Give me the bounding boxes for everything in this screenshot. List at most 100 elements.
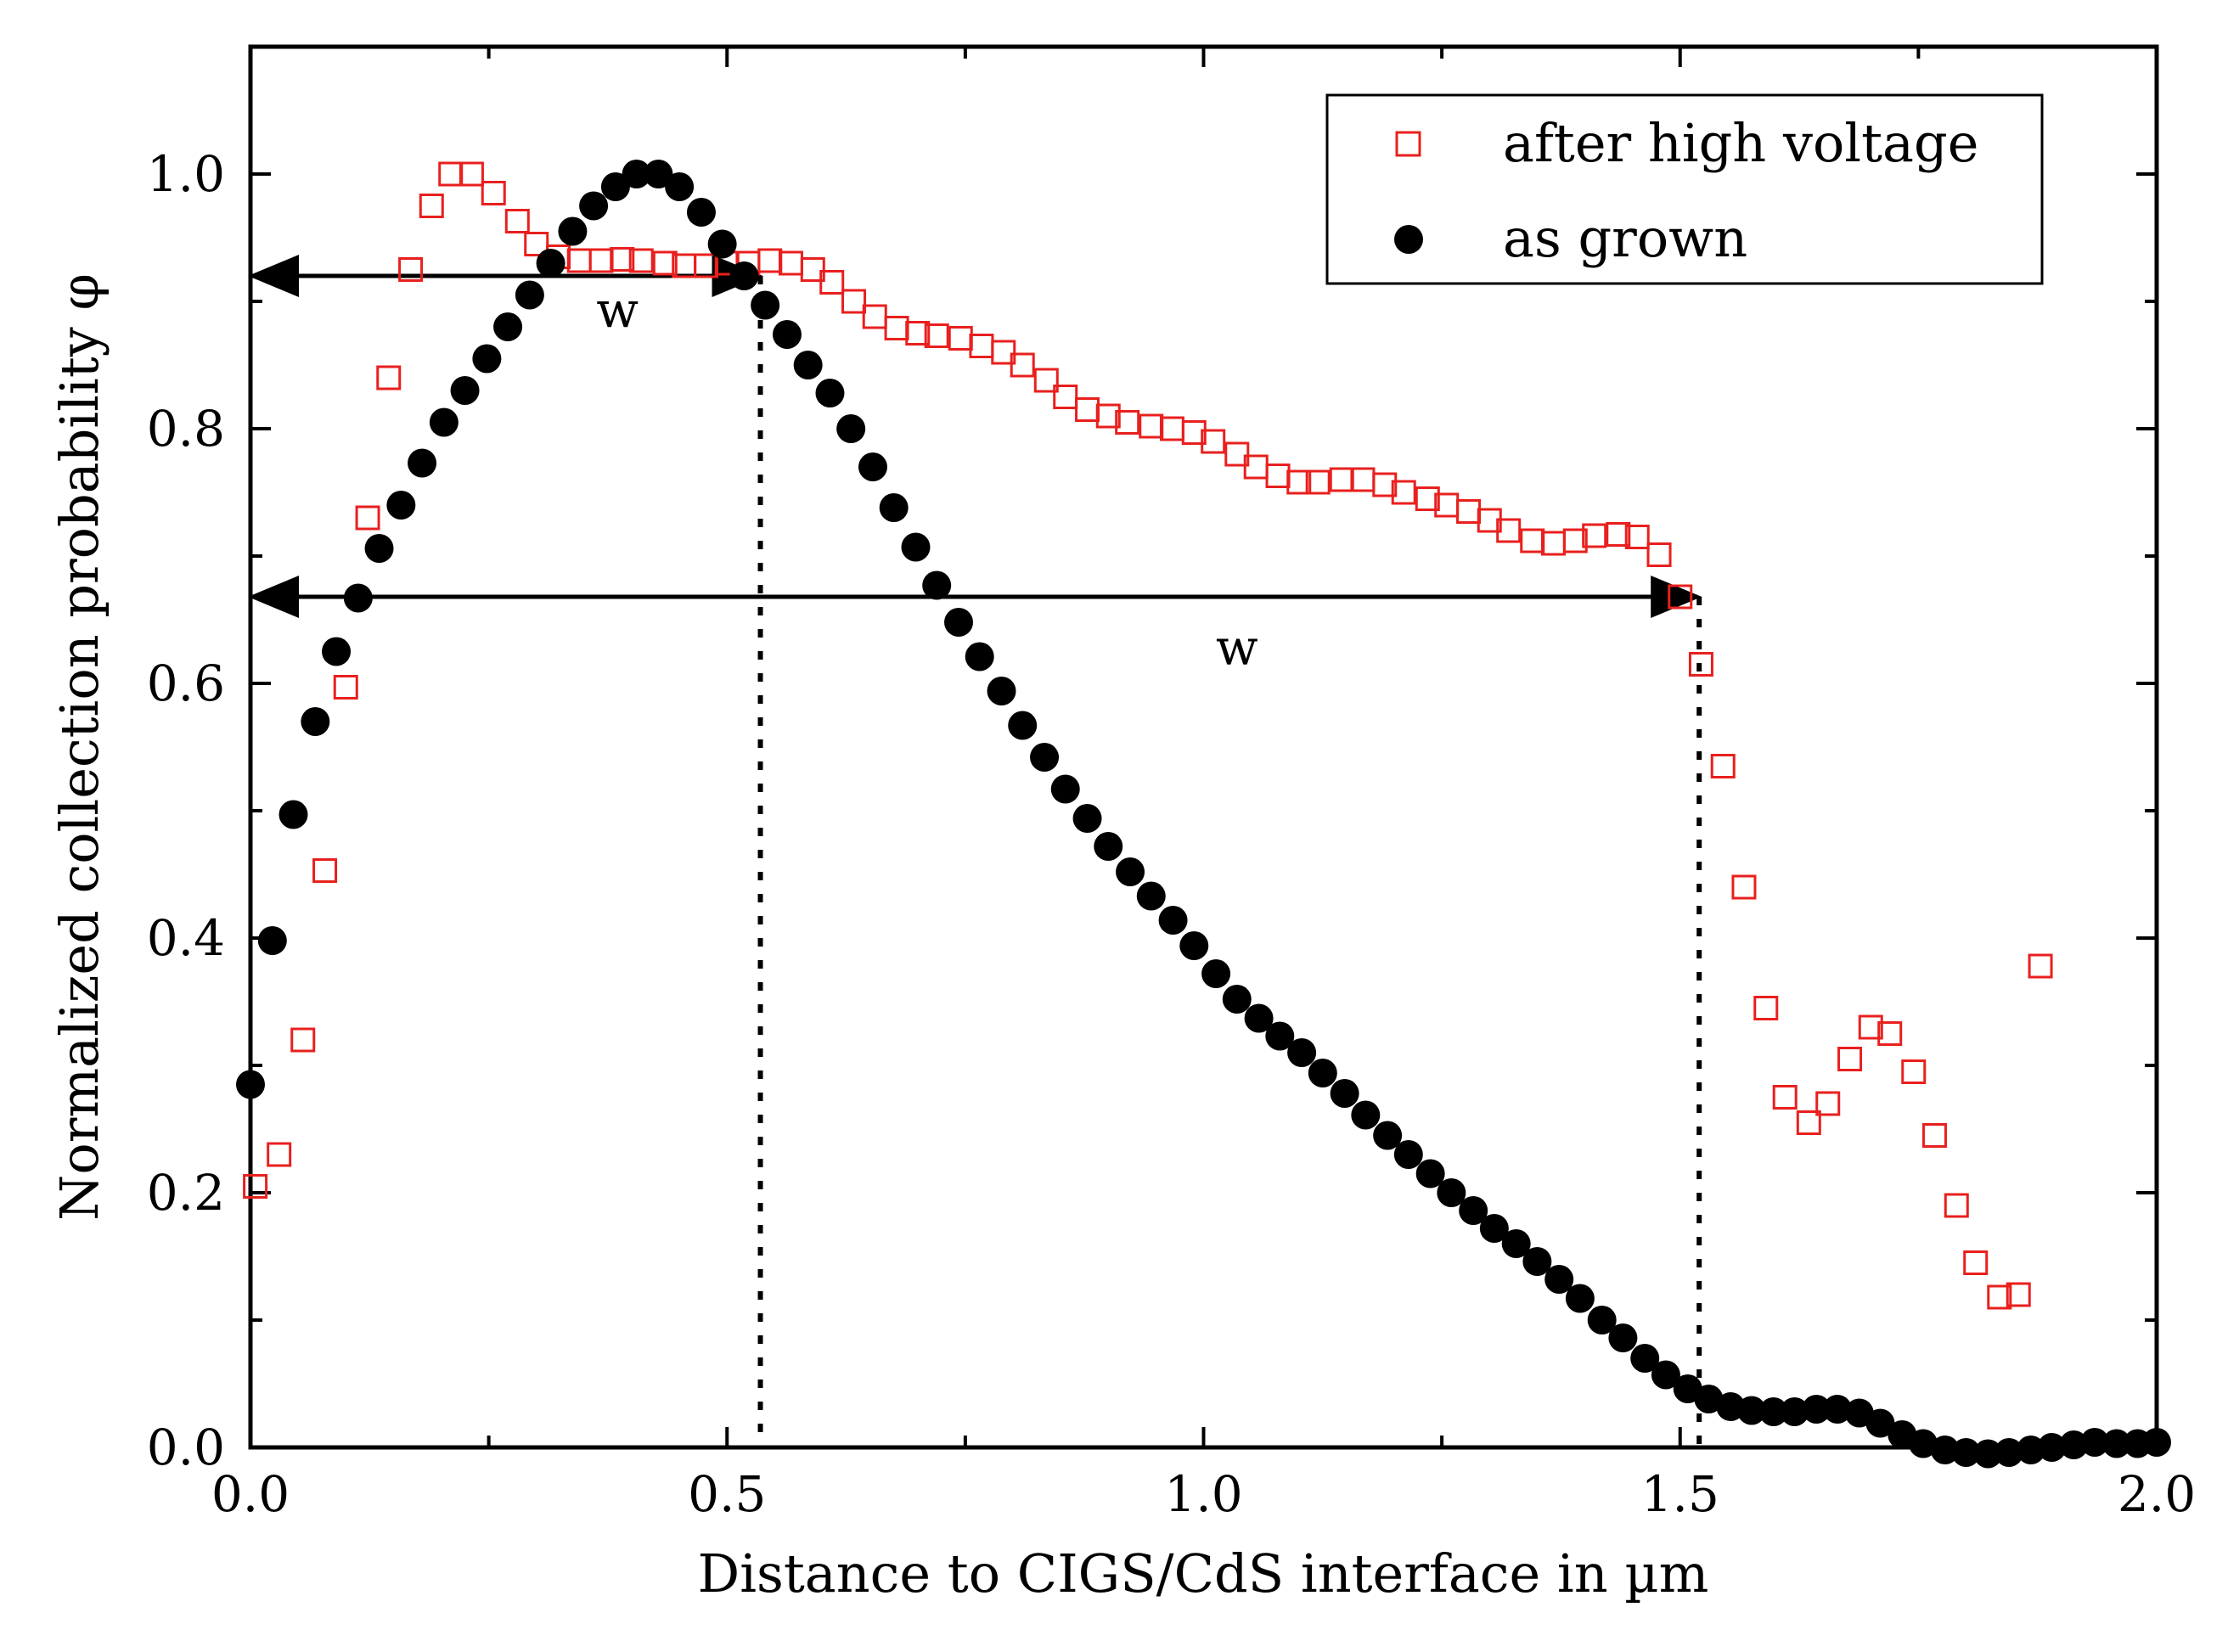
data-point-after-high-voltage bbox=[1624, 525, 1650, 549]
data-point-after-high-voltage bbox=[376, 365, 402, 391]
data-point-as-grown bbox=[493, 312, 523, 341]
data-point-as-grown bbox=[364, 534, 394, 563]
data-point-as-grown bbox=[751, 290, 780, 320]
data-point-as-grown bbox=[1222, 985, 1252, 1014]
data-point-as-grown bbox=[1587, 1306, 1617, 1335]
data-point-after-high-voltage bbox=[628, 248, 654, 273]
data-point-after-high-voltage bbox=[841, 289, 867, 314]
data-point-as-grown bbox=[836, 414, 866, 443]
data-point-after-high-voltage bbox=[1796, 1110, 1821, 1135]
data-point-as-grown bbox=[1822, 1395, 1852, 1424]
data-point-after-high-voltage bbox=[504, 209, 530, 233]
data-point-as-grown bbox=[1522, 1247, 1552, 1276]
data-point-as-grown bbox=[1201, 959, 1231, 988]
data-point-as-grown bbox=[1780, 1397, 1809, 1426]
x-tick-label: 0.0 bbox=[211, 1465, 290, 1523]
data-point-after-high-voltage bbox=[948, 326, 973, 351]
data-point-after-high-voltage bbox=[991, 340, 1016, 365]
data-point-as-grown bbox=[1351, 1100, 1381, 1130]
data-point-as-grown bbox=[1973, 1439, 2003, 1469]
data-point-after-high-voltage bbox=[778, 250, 803, 276]
data-point-after-high-voltage bbox=[1562, 528, 1588, 553]
data-point-as-grown bbox=[386, 491, 416, 520]
data-point-as-grown bbox=[236, 1070, 265, 1099]
series-after-high-voltage bbox=[243, 161, 2053, 1310]
data-point-after-high-voltage bbox=[312, 858, 338, 883]
data-point-as-grown bbox=[1736, 1396, 1766, 1425]
data-point-as-grown bbox=[1030, 743, 1060, 772]
data-point-after-high-voltage bbox=[1329, 467, 1354, 492]
data-point-after-high-voltage bbox=[1921, 1123, 1947, 1148]
y-tick-label: 1.0 bbox=[147, 145, 225, 203]
data-point-after-high-voltage bbox=[1963, 1250, 1989, 1275]
data-point-as-grown bbox=[1651, 1360, 1680, 1390]
data-point-as-grown bbox=[1244, 1003, 1274, 1033]
data-point-after-high-voltage bbox=[1646, 542, 1672, 567]
data-point-as-grown bbox=[1415, 1159, 1445, 1188]
data-point-as-grown bbox=[429, 407, 459, 437]
data-point-after-high-voltage bbox=[1350, 467, 1376, 492]
annotations: ww bbox=[248, 255, 1702, 1447]
data-point-after-high-voltage bbox=[1139, 413, 1164, 439]
data-point-after-high-voltage bbox=[757, 248, 783, 273]
data-point-as-grown bbox=[644, 160, 673, 188]
y-tick-label: 0.6 bbox=[147, 655, 225, 712]
data-point-as-grown bbox=[1265, 1021, 1295, 1051]
data-point-as-grown bbox=[343, 583, 373, 613]
data-point-after-high-voltage bbox=[1224, 441, 1250, 467]
data-point-as-grown bbox=[1565, 1284, 1595, 1313]
data-point-after-high-voltage bbox=[1305, 469, 1331, 495]
data-point-after-high-voltage bbox=[1010, 352, 1035, 378]
data-point-as-grown bbox=[1608, 1323, 1638, 1352]
data-point-as-grown bbox=[1995, 1438, 2024, 1467]
data-point-as-grown bbox=[1758, 1397, 1788, 1426]
data-point-as-grown bbox=[707, 229, 737, 259]
data-point-after-high-voltage bbox=[481, 181, 506, 205]
data-point-after-high-voltage bbox=[1159, 416, 1184, 441]
data-point-as-grown bbox=[1802, 1395, 1831, 1424]
data-point-after-high-voltage bbox=[524, 232, 549, 256]
data-point-as-grown bbox=[579, 191, 609, 221]
data-point-as-grown bbox=[1951, 1438, 1981, 1467]
data-point-as-grown bbox=[1116, 857, 1145, 886]
data-point-as-grown bbox=[322, 637, 352, 666]
y-axis-title: Normalized collection probability φ bbox=[48, 273, 110, 1221]
data-point-after-high-voltage bbox=[1606, 522, 1631, 547]
legend-marker-after-high-voltage bbox=[1395, 131, 1421, 157]
data-point-after-high-voltage bbox=[1095, 403, 1121, 429]
data-point-as-grown bbox=[408, 448, 437, 478]
data-point-after-high-voltage bbox=[1668, 584, 1693, 610]
data-point-after-high-voltage bbox=[819, 270, 845, 295]
data-point-after-high-voltage bbox=[566, 248, 592, 273]
data-point-after-high-voltage bbox=[1772, 1085, 1798, 1110]
data-point-after-high-voltage bbox=[1753, 996, 1779, 1020]
series-as-grown bbox=[236, 160, 2171, 1469]
data-point-after-high-voltage bbox=[588, 248, 614, 273]
data-point-as-grown bbox=[1308, 1059, 1337, 1087]
data-point-as-grown bbox=[686, 198, 716, 227]
data-point-as-grown bbox=[965, 642, 994, 671]
data-point-after-high-voltage bbox=[267, 1142, 292, 1167]
data-point-after-high-voltage bbox=[243, 1174, 268, 1199]
y-tick-label: 0.0 bbox=[147, 1419, 225, 1476]
data-point-after-high-voltage bbox=[1033, 368, 1059, 393]
x-tick-label: 2.0 bbox=[2118, 1465, 2196, 1523]
data-point-after-high-voltage bbox=[1286, 469, 1312, 495]
data-point-as-grown bbox=[1630, 1344, 1660, 1373]
data-point-as-grown bbox=[1501, 1229, 1531, 1258]
data-point-as-grown bbox=[558, 216, 588, 246]
data-point-after-high-voltage bbox=[1372, 472, 1398, 497]
data-point-after-high-voltage bbox=[1115, 410, 1140, 435]
data-point-as-grown bbox=[1330, 1079, 1359, 1108]
data-point-as-grown bbox=[450, 376, 480, 405]
data-point-as-grown bbox=[472, 344, 502, 374]
x-tick-label: 1.0 bbox=[1164, 1465, 1242, 1523]
legend-label-as-grown: as grown bbox=[1503, 207, 1747, 269]
data-point-after-high-voltage bbox=[1837, 1047, 1863, 1071]
y-tick-label: 0.8 bbox=[147, 400, 225, 458]
data-point-as-grown bbox=[922, 570, 952, 600]
y-tick-label: 0.2 bbox=[147, 1164, 225, 1222]
x-tick-label: 0.5 bbox=[688, 1465, 766, 1523]
